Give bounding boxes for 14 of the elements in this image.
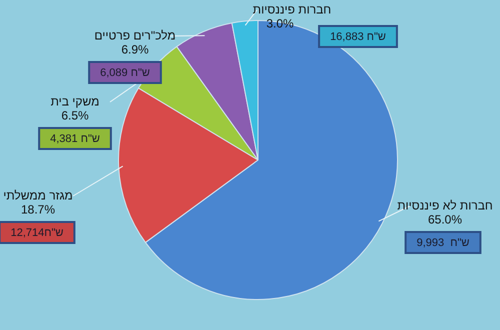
text: 6,089 ש"ח	[100, 67, 150, 80]
slice-label: חברות פיננסיות	[252, 2, 332, 16]
data-label: 6.5%	[61, 108, 89, 122]
slice-label: מלכ"רים פרטיים	[94, 28, 176, 42]
text: 12,714ש"ח	[10, 227, 64, 240]
text: 16,883 ש"ח	[330, 31, 386, 44]
data-label: 65.0%	[428, 212, 462, 226]
slice-label: משקי בית	[50, 94, 100, 108]
data-label: 6.9%	[121, 42, 149, 56]
slice-label: חברות לא פיננסיות	[397, 198, 493, 212]
data-label: 18.7%	[20, 202, 56, 216]
text: 9,993 ש"ח	[416, 237, 470, 250]
slice-label: מגזר ממשלתי	[3, 188, 73, 202]
text: 4,381 ש"ח	[50, 133, 100, 146]
